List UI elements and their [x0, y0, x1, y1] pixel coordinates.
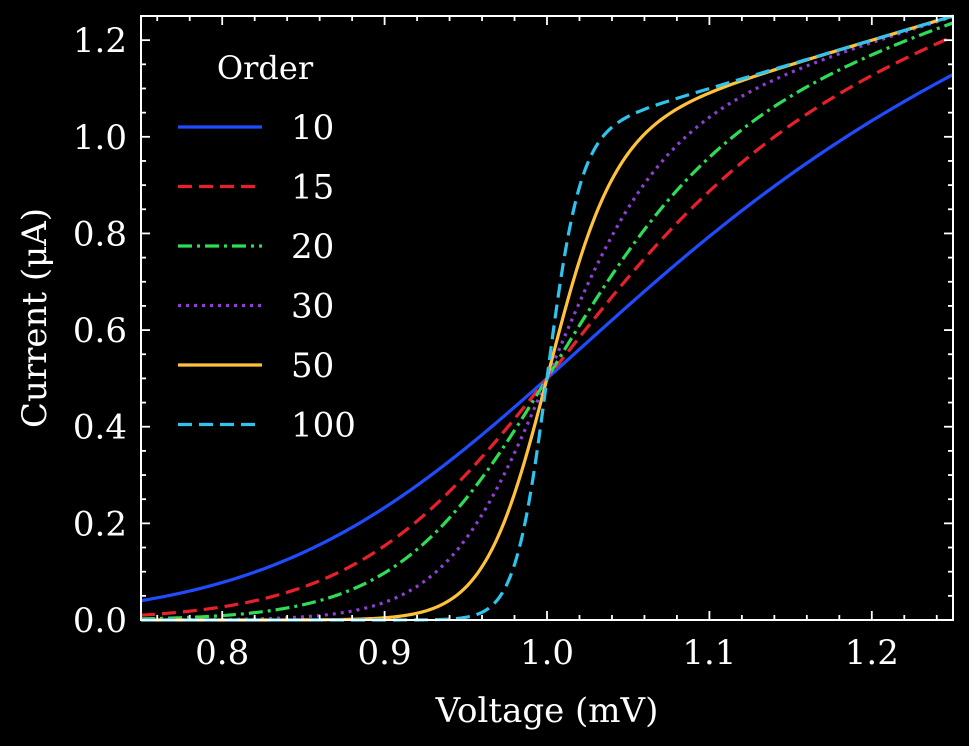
legend-label-10: 10: [291, 108, 334, 148]
y-tick-label: 1.0: [73, 118, 127, 158]
series-line-50: [141, 14, 954, 622]
x-tick-label: 0.9: [358, 633, 412, 673]
y-tick-label: 1.2: [73, 21, 127, 61]
series-line-20: [140, 21, 954, 621]
plot-frame: [140, 15, 954, 621]
x-tick-label: 1.1: [682, 633, 736, 673]
x-tick-label: 1.0: [520, 633, 574, 673]
x-tick-label: 1.2: [845, 633, 899, 673]
series-line-15: [140, 35, 954, 617]
tick-labels: 0.8 0.9 1.0 1.1 1.2 0.0 0.2 0.4 0.6 0.8 1.0 1.2: [73, 21, 899, 673]
y-tick-label: 0.2: [73, 504, 127, 544]
y-tick-label: 0.4: [73, 408, 127, 448]
axis-ticks: [141, 16, 953, 621]
y-axis-label: Current (μA): [15, 208, 55, 428]
series-line-30: [140, 15, 954, 622]
legend-title: Order: [217, 49, 314, 87]
legend-label-50: 50: [291, 346, 334, 386]
y-tick-label: 0.6: [73, 311, 127, 351]
y-tick-label: 0.8: [73, 214, 127, 254]
legend-label-100: 100: [291, 406, 356, 446]
series-line-100: [141, 14, 954, 622]
series-line-10: [140, 73, 954, 603]
legend-label-20: 20: [291, 227, 334, 267]
legend-label-30: 30: [291, 287, 334, 327]
x-tick-label: 0.8: [195, 633, 249, 673]
x-axis-label: Voltage (mV): [435, 691, 659, 731]
legend-label-15: 15: [291, 168, 334, 208]
y-tick-label: 0.0: [73, 601, 127, 641]
legend: Order 10 15 20 30 50 100: [178, 49, 356, 446]
series-lines: [140, 14, 954, 622]
